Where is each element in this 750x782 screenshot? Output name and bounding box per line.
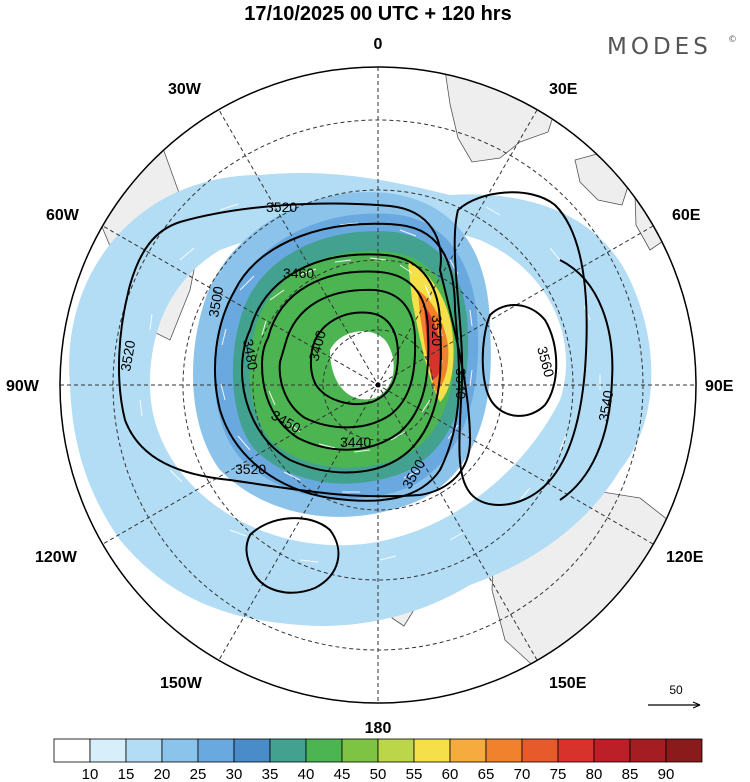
longitude-labels: 0 30E 60E 90E 120E 150E 180 150W 120W 90… <box>6 36 734 737</box>
colorbar-swatch <box>197 738 235 763</box>
colorbar-tick-label: 90 <box>658 766 675 782</box>
lon-label-120e: 120E <box>666 549 704 566</box>
contour-3480 <box>240 253 442 474</box>
contour-labels: 3520 3500 3460 3480 3400 3440 3450 3500 … <box>117 199 616 492</box>
contour-label: 3520 <box>117 339 138 373</box>
colorbar-swatch <box>413 738 451 763</box>
contour-3460 <box>260 270 430 451</box>
contour-label: 3440 <box>340 434 371 450</box>
colorbar-swatch <box>377 738 415 763</box>
contour-3440 <box>278 288 417 429</box>
lon-label-150w: 150W <box>160 675 203 692</box>
colorbar-tick-label: 20 <box>154 766 171 782</box>
colorbar-tick-label: 25 <box>190 766 207 782</box>
colorbar-tick-label: 85 <box>622 766 639 782</box>
colorbar-tick-label: 30 <box>226 766 243 782</box>
vector-reference-arrowhead <box>692 701 701 709</box>
colorbar-swatch <box>593 738 631 763</box>
contour-label: 3500 <box>205 285 226 319</box>
lon-label-90w: 90W <box>6 378 40 395</box>
wind-band-outer <box>69 172 652 626</box>
colorbar-swatch <box>557 738 595 763</box>
lon-label-60e: 60E <box>672 207 701 224</box>
height-contours <box>117 191 614 594</box>
lon-label-0: 0 <box>374 36 383 53</box>
colorbar-tick-label: 75 <box>550 766 567 782</box>
colorbar-tick-label: 45 <box>334 766 351 782</box>
contour-3520-west <box>117 202 472 498</box>
colorbar-tick-label: 35 <box>262 766 279 782</box>
colorbar-tick-label: 70 <box>514 766 531 782</box>
lon-label-180: 180 <box>365 720 392 737</box>
lon-label-30e: 30E <box>549 81 578 98</box>
colorbar-swatch <box>233 738 271 763</box>
contour-label: 3560 <box>534 345 558 379</box>
colorbar-swatch <box>89 738 127 763</box>
colorbar-tick-label: 55 <box>406 766 423 782</box>
colorbar-swatch <box>269 738 307 763</box>
contour-label: 3480 <box>240 338 261 372</box>
colorbar-swatch <box>521 738 559 763</box>
colorbar-tick-label: 60 <box>442 766 459 782</box>
colorbar-swatch <box>341 738 379 763</box>
contour-label: 3520 <box>266 199 297 215</box>
colorbar-swatch <box>53 738 91 763</box>
colorbar-swatch <box>485 738 523 763</box>
wind-vectors <box>139 203 601 563</box>
pole-marker <box>375 382 381 388</box>
colorbar-swatch <box>305 738 343 763</box>
colorbar-swatch <box>665 738 703 763</box>
lon-label-60w: 60W <box>46 207 80 224</box>
brand-logo: MODES <box>607 34 712 60</box>
vector-reference: 50 <box>648 683 701 709</box>
colorbar-tick-label: 50 <box>370 766 387 782</box>
contour-label: 3540 <box>595 389 616 423</box>
contour-3500 <box>214 222 461 502</box>
contour-3400 <box>309 311 400 406</box>
colorbar-tick-label: 10 <box>82 766 99 782</box>
map-title: 17/10/2025 00 UTC + 120 hrs <box>244 3 511 25</box>
contour-label: 3520 <box>235 461 266 477</box>
colorbar-tick-label: 80 <box>586 766 603 782</box>
colorbar-swatch <box>125 738 163 763</box>
map-disc: 3520 3500 3460 3480 3400 3440 3450 3500 … <box>60 67 696 703</box>
colorbar-tick-label: 40 <box>298 766 315 782</box>
colorbar-swatch <box>629 738 667 763</box>
contour-label: 3400 <box>305 328 329 362</box>
colorbar-swatch <box>161 738 199 763</box>
contour-3520-south <box>245 517 340 594</box>
colorbar-ticks: 10 15 20 25 30 35 40 45 50 55 60 65 70 75 80 85 90 <box>82 766 675 782</box>
contour-3520-east <box>453 191 588 506</box>
colorbar-tick-label: 65 <box>478 766 495 782</box>
contour-3560 <box>481 303 558 417</box>
lon-label-30w: 30W <box>168 81 202 98</box>
brand-copyright-mark: © <box>728 35 737 45</box>
contour-label: 3520 <box>429 315 445 346</box>
lon-label-120w: 120W <box>35 549 78 566</box>
lon-label-90e: 90E <box>705 378 734 395</box>
lon-label-150e: 150E <box>549 675 587 692</box>
contour-3540 <box>559 259 614 501</box>
colorbar-tick-label: 15 <box>118 766 135 782</box>
colorbar-swatch <box>449 738 487 763</box>
colorbar <box>53 738 703 763</box>
contour-label: 3540 <box>453 368 469 399</box>
contour-label: 3460 <box>283 265 314 281</box>
map-outline <box>59 66 697 704</box>
vector-reference-value: 50 <box>669 683 683 697</box>
